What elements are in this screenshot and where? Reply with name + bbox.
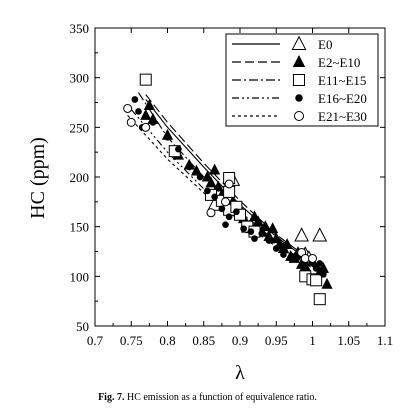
data-point-series-3	[247, 228, 255, 235]
data-point-series-3	[164, 133, 171, 141]
legend: E0 E2~E10 E11~E15 E16~E20 E21~E30	[225, 33, 379, 127]
data-point-series-1	[212, 180, 224, 192]
data-point-series-3	[265, 237, 273, 244]
x-tick-label: 1	[309, 333, 316, 348]
data-point-series-3	[204, 187, 211, 195]
data-point-series-1	[267, 222, 279, 234]
y-axis-label: HC (ppm)	[27, 137, 49, 219]
data-point-series-3	[316, 260, 324, 267]
data-point-series-1	[259, 220, 271, 232]
legend-label-4: E21~E30	[318, 109, 367, 124]
fit-curve-4	[127, 115, 328, 274]
y-tick-label: 350	[70, 21, 90, 36]
data-point-series-4	[141, 122, 151, 132]
data-point-series-3	[149, 119, 157, 126]
legend-label-2: E11~E15	[318, 73, 366, 88]
legend-marker-0	[291, 35, 307, 50]
data-point-series-3	[276, 241, 284, 248]
x-tick-label: 1.1	[377, 333, 393, 348]
legend-marker-1	[292, 54, 306, 67]
data-point-series-1	[205, 176, 217, 188]
legend-label-0: E0	[318, 37, 332, 52]
data-point-series-4	[123, 103, 133, 113]
legend-label-3: E16~E20	[318, 91, 367, 106]
data-point-series-0	[312, 227, 328, 242]
x-tick-label: 0.9	[232, 333, 248, 348]
y-tick-label: 300	[70, 71, 90, 86]
figure-caption-text: HC emission as a function of equivalence…	[126, 392, 317, 403]
data-point-series-3	[222, 221, 229, 229]
data-point-series-1	[209, 163, 221, 175]
data-point-series-4	[221, 197, 230, 207]
data-point-series-3	[135, 108, 142, 115]
data-point-series-2	[139, 73, 152, 86]
data-point-series-1	[190, 164, 203, 176]
y-tick-label: 50	[76, 319, 89, 334]
legend-marker-3	[295, 94, 303, 102]
data-point-series-3	[240, 225, 247, 232]
x-tick-label: 0.7	[87, 333, 104, 348]
data-point-series-3	[175, 145, 182, 153]
y-tick-label: 200	[70, 170, 90, 185]
data-point-series-4	[224, 179, 234, 189]
x-tick-label: 1.05	[337, 333, 360, 348]
data-point-series-2	[310, 274, 323, 287]
data-point-series-3	[280, 251, 287, 258]
legend-label-1: E2~E10	[318, 55, 360, 70]
data-point-series-3	[218, 205, 226, 213]
data-point-series-4	[206, 208, 216, 218]
hc-emission-chart: 0.7 0.75 0.8 0.85 0.9 0.95 1 1.05 1.1 50 100 150 200…	[27, 21, 394, 384]
data-point-series-3	[225, 213, 233, 221]
data-point-series-2	[313, 293, 326, 306]
data-point-series-1	[143, 99, 155, 110]
figure-number: Fig. 7.	[98, 392, 125, 403]
data-point-series-0	[294, 227, 310, 242]
data-point-series-3	[251, 235, 258, 242]
data-point-series-3	[131, 96, 139, 103]
data-point-series-2	[234, 208, 246, 221]
data-points	[123, 73, 333, 306]
data-point-series-3	[320, 271, 327, 278]
data-point-series-1	[201, 170, 213, 182]
data-point-series-3	[312, 265, 320, 272]
data-point-series-3	[211, 193, 218, 201]
data-point-series-3	[287, 255, 295, 262]
y-tick-label: 150	[70, 220, 90, 235]
legend-marker-2	[293, 74, 305, 86]
data-point-series-4	[126, 117, 136, 127]
y-tick-label: 100	[70, 269, 90, 284]
y-tick-label: 250	[70, 120, 90, 135]
x-tick-label: 0.85	[192, 333, 215, 348]
figure-caption: Fig. 7. HC emission as a function of equ…	[0, 392, 415, 403]
data-point-series-1	[321, 277, 333, 289]
x-tick-label: 0.95	[265, 333, 288, 348]
data-point-series-3	[196, 173, 204, 181]
plot-axes: 0.7 0.75 0.8 0.85 0.9 0.95 1 1.05 1.1 50 100 150 200…	[70, 21, 394, 348]
data-point-series-1	[281, 238, 293, 250]
data-point-series-1	[140, 109, 152, 120]
data-point-series-3	[185, 163, 193, 171]
data-point-series-4	[308, 253, 317, 263]
data-point-series-1	[270, 232, 282, 244]
data-point-series-3	[258, 230, 266, 237]
data-point-series-3	[233, 208, 240, 216]
x-tick-label: 0.8	[159, 333, 175, 348]
legend-marker-4	[294, 111, 304, 121]
x-tick-label: 0.75	[120, 333, 143, 348]
x-axis-label: λ	[235, 362, 245, 384]
